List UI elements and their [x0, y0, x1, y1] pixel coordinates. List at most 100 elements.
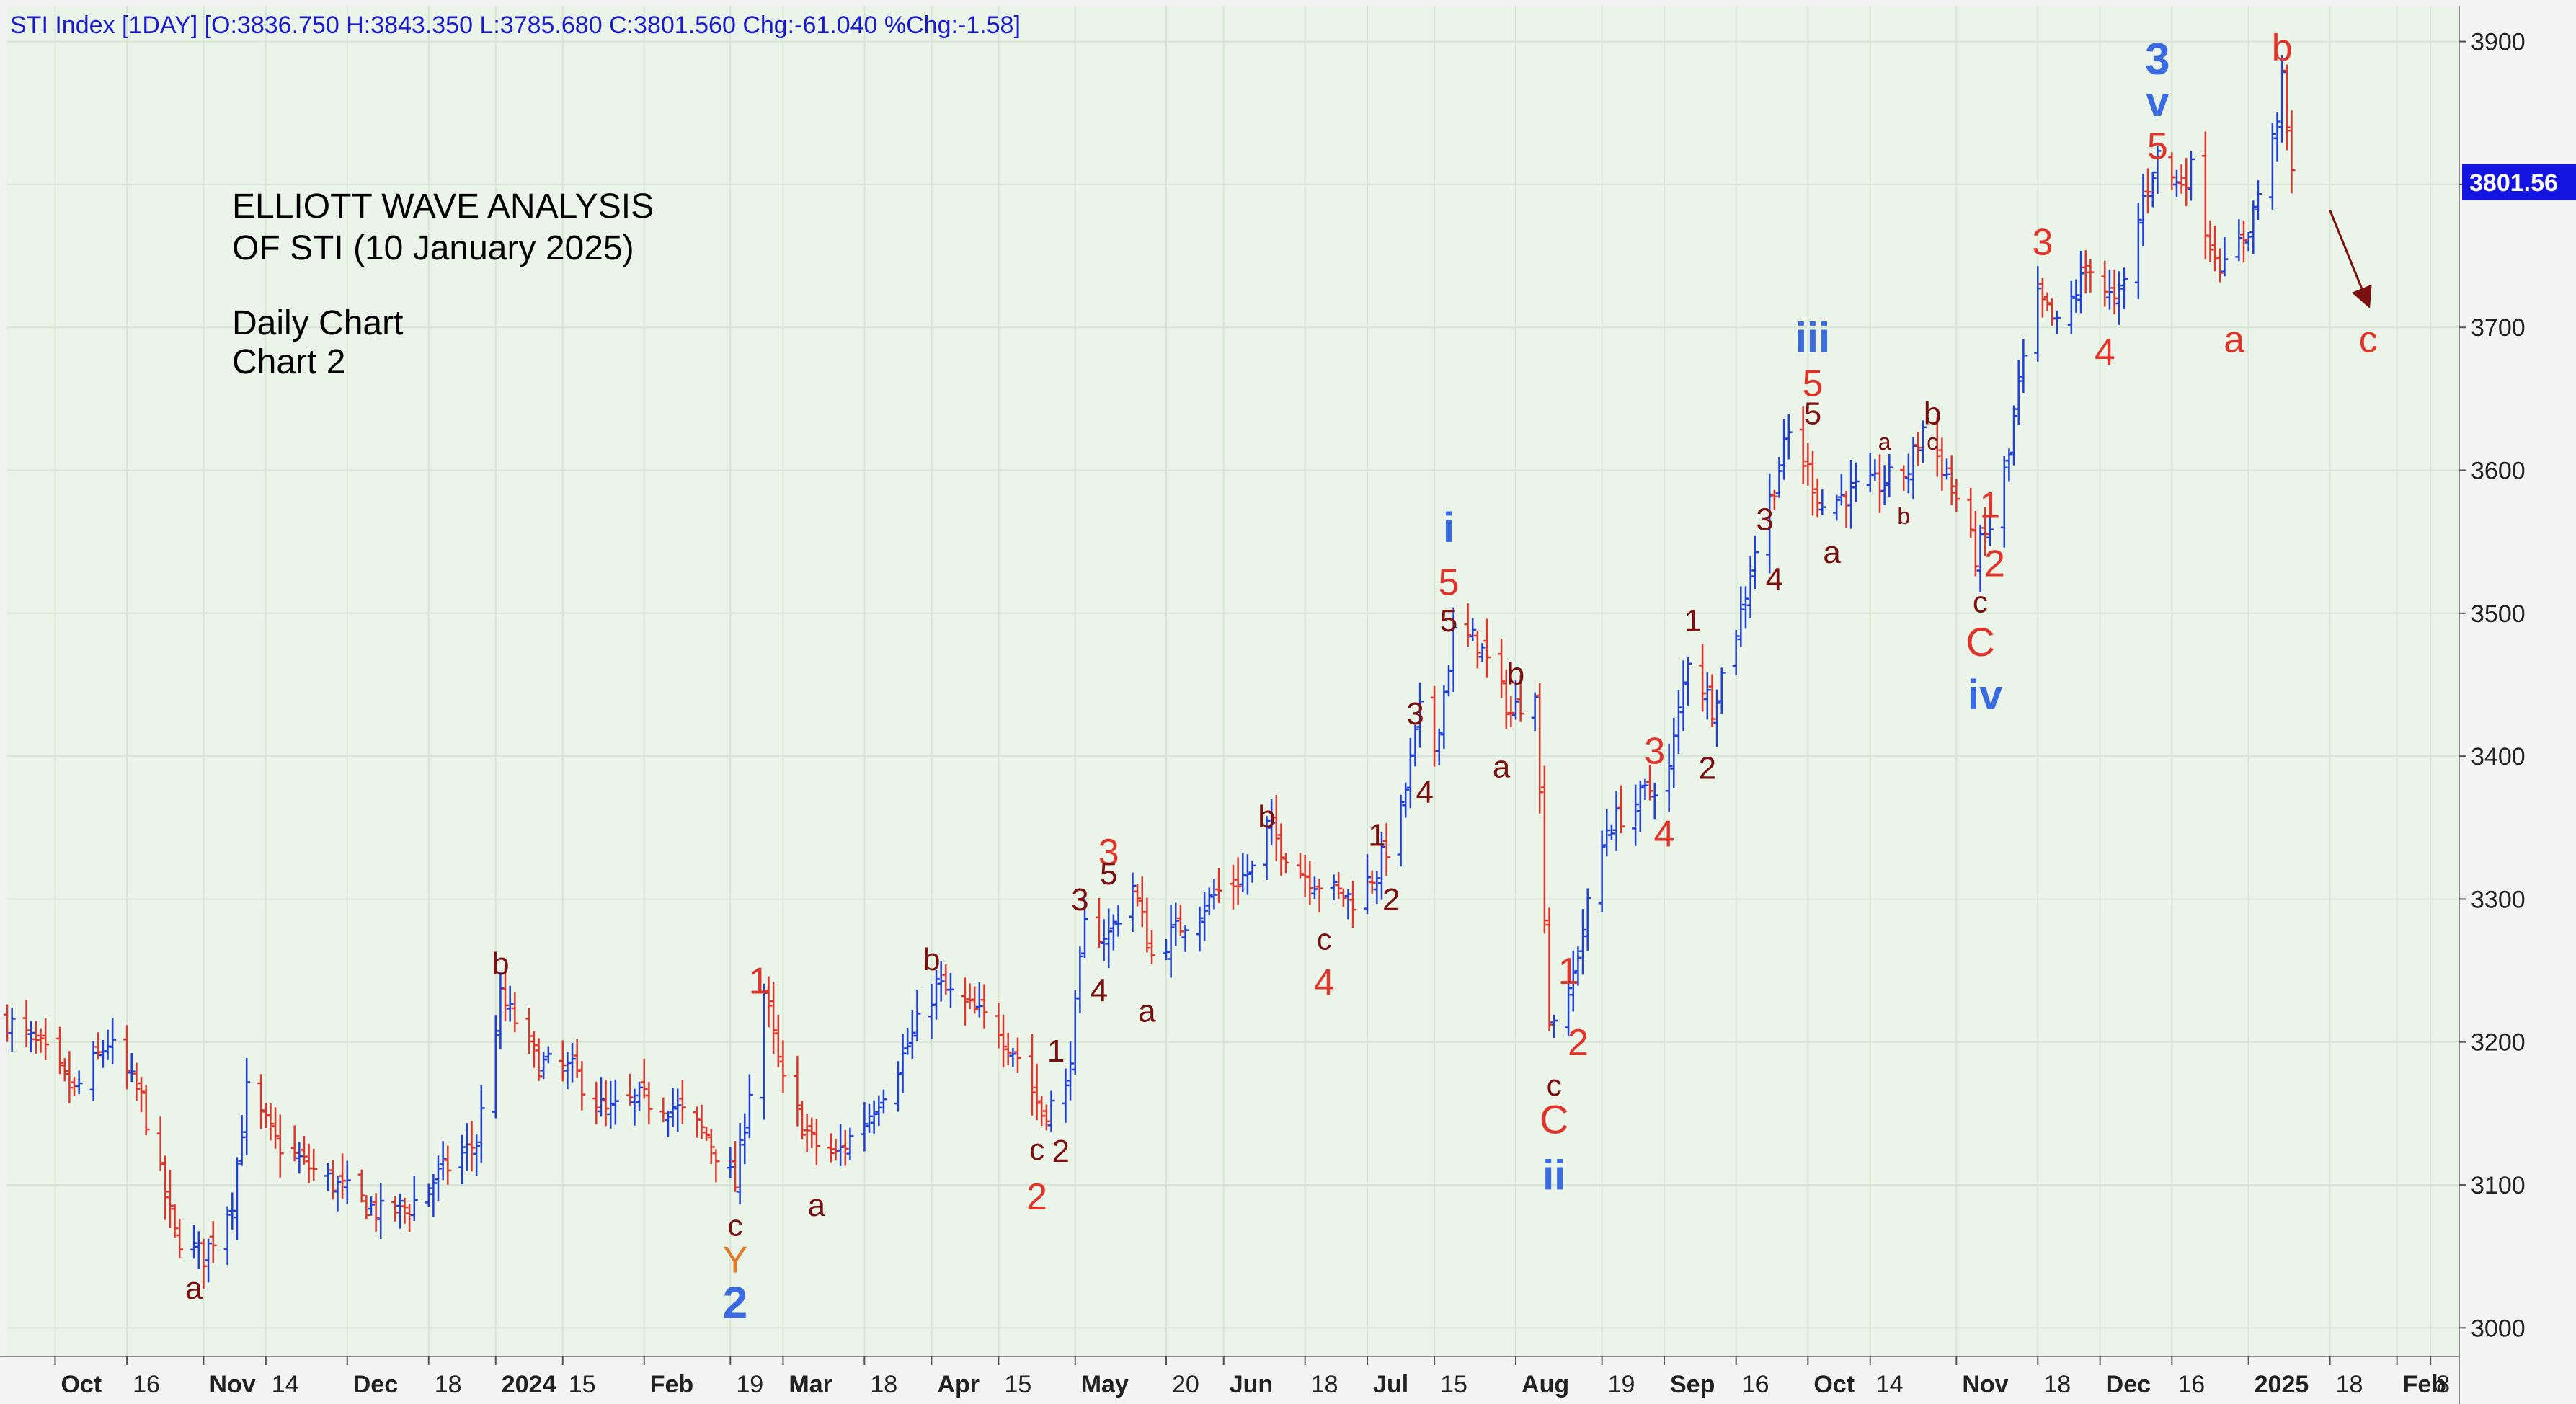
wave-label: 3	[1644, 730, 1665, 772]
annotation-daily-chart: Daily Chart	[232, 304, 403, 342]
ohlc-bar	[1435, 728, 1443, 765]
ohlc-bar	[1306, 861, 1314, 905]
xtick-label: Jun	[1230, 1371, 1273, 1398]
ohlc-bar	[1545, 907, 1553, 1031]
ohlc-bar	[1205, 887, 1213, 916]
wave-label: 3	[1756, 502, 1773, 537]
ohlc-bar	[1732, 629, 1740, 675]
ohlc-bar	[1708, 674, 1716, 727]
ohlc-bar	[971, 986, 979, 1014]
ohlc-bar	[899, 1034, 907, 1093]
wave-label: 3	[1406, 696, 1424, 732]
ohlc-bar	[1201, 892, 1209, 941]
wave-label: iii	[1795, 314, 1830, 361]
ohlc-bar	[1335, 871, 1343, 899]
ohlc-bar	[343, 1160, 351, 1204]
ohlc-bar	[425, 1183, 432, 1207]
ohlc-bar	[765, 976, 773, 1028]
ohlc-bar	[1033, 1063, 1041, 1121]
ohlc-bar	[1574, 946, 1582, 986]
wave-label: a	[1878, 429, 1891, 455]
ohlc-bar	[1847, 459, 1855, 529]
ohlc-bar	[1038, 1096, 1046, 1127]
ohlc-bar	[1813, 478, 1821, 518]
ohlc-bar	[597, 1077, 605, 1117]
ohlc-bar	[1272, 794, 1280, 861]
ohlc-bar	[1852, 462, 1860, 502]
ohlc-bar	[1402, 782, 1410, 818]
ohlc-bar	[1775, 456, 1783, 498]
ohlc-bar	[745, 1074, 753, 1139]
ohlc-bar	[458, 1134, 466, 1185]
ohlc-bar	[1699, 644, 1707, 712]
ohlc-bar	[1799, 406, 1807, 485]
wave-label: iv	[1968, 672, 2002, 719]
ohlc-bar	[1148, 930, 1156, 964]
ohlc-bar	[727, 1147, 734, 1178]
ohlc-bar	[1028, 1034, 1036, 1116]
wave-label: 1	[749, 961, 770, 1003]
ohlc-bar	[363, 1195, 370, 1220]
ohlc-bar	[812, 1119, 820, 1165]
wave-label: 4	[1314, 962, 1335, 1004]
wave-label: C	[1966, 619, 1994, 665]
ohlc-bar	[1886, 454, 1893, 498]
ohlc-bar	[1565, 965, 1573, 1037]
ohlc-bar	[233, 1157, 241, 1240]
ohlc-bar	[559, 1040, 567, 1082]
annotation-title-line2: OF STI (10 January 2025)	[232, 229, 634, 267]
xtick-label: 16	[1742, 1371, 1769, 1398]
ohlc-bar	[808, 1117, 816, 1149]
ohlc-bar	[1167, 905, 1175, 978]
ohlc-bar	[664, 1110, 672, 1137]
ohlc-bar	[1751, 535, 1759, 590]
ytick-label: 3200	[2471, 1029, 2526, 1057]
ohlc-bar	[1718, 667, 1726, 714]
ohlc-bar	[190, 1225, 198, 1259]
ohlc-bar	[1172, 902, 1180, 946]
ohlc-bar	[1953, 479, 1960, 512]
ohlc-bar	[2043, 292, 2051, 311]
ohlc-bar	[1636, 780, 1644, 833]
ohlc-bar	[444, 1145, 452, 1185]
wave-label: 4	[1416, 775, 1434, 810]
ohlc-bar	[1483, 618, 1491, 678]
ohlc-bar	[1215, 868, 1223, 903]
ohlc-bar	[1502, 670, 1510, 729]
ohlc-bar	[1081, 899, 1089, 958]
price-axis[interactable]: 3000310032003300340035003600370038003900	[2459, 0, 2576, 1404]
xtick-label: 14	[1876, 1371, 1904, 1398]
ohlc-bar	[123, 1025, 131, 1090]
ohlc-bar	[2239, 220, 2247, 263]
ohlc-bar	[1373, 871, 1381, 905]
ohlc-bar	[1531, 692, 1539, 732]
ohlc-bar	[128, 1053, 136, 1083]
forecast-arrow	[2329, 210, 2372, 309]
ohlc-bar	[712, 1149, 720, 1183]
ohlc-bar	[669, 1088, 677, 1127]
ohlc-bar	[1349, 881, 1357, 928]
ohlc-bar	[803, 1113, 811, 1152]
ohlc-bar	[1062, 1068, 1070, 1123]
wave-label: 5	[2147, 126, 2168, 168]
ohlc-bar	[640, 1058, 648, 1099]
ohlc-bar	[1176, 905, 1184, 936]
current-price-value: 3801.56	[2469, 169, 2558, 197]
time-axis[interactable]: Oct 16 Nov 14 Dec 18 2024 15 Feb 19 Mar 18 Apr 15 May 2…	[0, 1356, 2459, 1404]
ohlc-bar	[1498, 638, 1506, 698]
ohlc-bar	[1114, 905, 1122, 937]
ohlc-bar	[8, 1008, 16, 1053]
ohlc-bar	[1310, 876, 1318, 899]
ohlc-bar	[703, 1127, 711, 1141]
ohlc-bar	[779, 1040, 787, 1093]
xtick-label: 18	[2043, 1371, 2071, 1398]
wave-label: b	[1897, 503, 1910, 529]
ohlc-bar	[1234, 857, 1242, 905]
ohlc-bar	[2154, 146, 2162, 194]
ohlc-bar	[1196, 906, 1204, 952]
xtick-label: 15	[1440, 1371, 1467, 1398]
ohlc-bar	[1579, 909, 1587, 975]
ohlc-bar	[760, 983, 768, 1120]
ohlc-bar	[2077, 251, 2085, 314]
